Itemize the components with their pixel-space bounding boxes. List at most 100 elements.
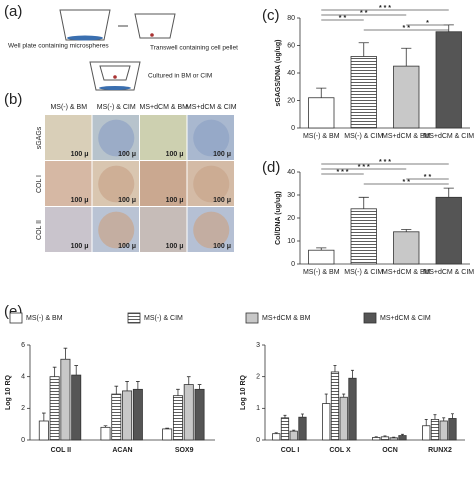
insert xyxy=(99,65,131,81)
pellet-section xyxy=(98,119,135,157)
error-bar xyxy=(165,427,170,429)
scale-label: 100 μ xyxy=(118,151,136,158)
x-tick-label: SOX9 xyxy=(175,447,194,454)
micrograph xyxy=(45,161,92,206)
y-tick-label: 40 xyxy=(287,169,295,176)
bar xyxy=(322,403,331,441)
bar xyxy=(122,390,133,441)
scale-label: 100 μ xyxy=(213,151,231,158)
y-tick-label: 2 xyxy=(256,374,260,381)
x-tick-label: COL II xyxy=(51,447,72,454)
bar xyxy=(132,388,143,441)
bar xyxy=(422,425,431,441)
bar xyxy=(448,418,457,441)
x-tick-label: ACAN xyxy=(112,447,132,454)
bar xyxy=(272,433,281,441)
bar xyxy=(280,417,290,441)
error-bar xyxy=(292,429,296,432)
caption: Well plate containing microspheres xyxy=(8,43,109,50)
y-axis-label: Log 10 RQ xyxy=(240,374,247,410)
pellet xyxy=(150,33,154,37)
y-tick-label: 80 xyxy=(287,15,295,22)
y-tick-label: 0 xyxy=(256,437,260,444)
bar xyxy=(60,358,71,441)
error-bar xyxy=(316,247,327,251)
bar xyxy=(348,377,357,441)
y-tick-label: 10 xyxy=(287,238,295,245)
x-tick-label: MS(-) & CIM xyxy=(344,133,383,140)
pellet-section xyxy=(98,165,135,203)
bar xyxy=(194,388,205,441)
error-bar xyxy=(176,388,180,396)
bar xyxy=(298,416,307,441)
bar xyxy=(289,430,298,441)
caption: Transwell containing cell pellet xyxy=(150,45,238,52)
row-label: COL I xyxy=(36,175,43,193)
x-tick-label: OCN xyxy=(382,447,398,454)
column-label: MS+dCM & BM xyxy=(140,104,189,111)
legend-label: MS+dCM & BM xyxy=(262,315,311,322)
bar xyxy=(330,371,340,441)
x-tick-label: MS(-) & BM xyxy=(303,133,340,140)
scale-label: 100 μ xyxy=(166,243,184,250)
error-bar xyxy=(342,393,346,398)
error-bar xyxy=(424,419,428,426)
x-tick-label: MS+dCM & CIM xyxy=(423,133,474,140)
bar xyxy=(172,395,183,441)
pellet xyxy=(113,75,117,79)
bar xyxy=(162,428,173,441)
error-bar xyxy=(324,393,328,404)
significance-label: * * * xyxy=(379,5,391,12)
error-bar xyxy=(450,413,454,419)
error-bar xyxy=(400,433,404,436)
x-tick-label: MS+dCM & CIM xyxy=(423,269,474,276)
micrograph xyxy=(140,161,187,206)
y-tick-label: 60 xyxy=(287,42,295,49)
scale-label: 100 μ xyxy=(118,197,136,204)
error-bar xyxy=(74,365,79,376)
micrograph xyxy=(140,115,187,160)
error-bar xyxy=(443,187,454,198)
bar xyxy=(38,420,49,441)
column-label: MS(-) & BM xyxy=(50,104,87,111)
y-tick-label: 0 xyxy=(291,125,295,132)
bar xyxy=(308,97,335,129)
panel-label: (a) xyxy=(4,3,22,20)
error-bar xyxy=(114,385,119,395)
error-bar xyxy=(442,417,446,421)
significance-label: * * xyxy=(424,174,432,181)
legend-label: MS(-) & BM xyxy=(26,315,63,322)
error-bar xyxy=(401,47,412,67)
micrograph xyxy=(45,207,92,252)
error-bar xyxy=(333,365,337,372)
error-bar xyxy=(63,347,68,360)
bar xyxy=(430,419,440,441)
bar xyxy=(183,384,194,441)
y-tick-label: 0 xyxy=(291,261,295,268)
error-bar xyxy=(52,366,57,377)
y-tick-label: 4 xyxy=(21,374,25,381)
bar xyxy=(350,56,377,129)
error-bar xyxy=(136,381,140,390)
error-bar xyxy=(433,414,437,420)
y-tick-label: 0 xyxy=(21,437,25,444)
scale-label: 100 μ xyxy=(71,151,89,158)
bar xyxy=(111,393,122,441)
error-bar xyxy=(374,436,378,438)
error-bar xyxy=(42,412,46,421)
bar xyxy=(398,435,407,441)
column-label: MS(-) & CIM xyxy=(97,104,136,111)
scale-label: 100 μ xyxy=(166,151,184,158)
scale-label: 100 μ xyxy=(213,243,231,250)
panel-label: (c) xyxy=(262,7,280,24)
y-tick-label: 6 xyxy=(21,342,25,349)
bar xyxy=(380,436,390,441)
legend-swatch xyxy=(9,312,23,324)
error-bar xyxy=(300,413,304,418)
scale-label: 100 μ xyxy=(166,197,184,204)
scale-label: 100 μ xyxy=(71,197,89,204)
legend-swatch xyxy=(127,312,141,324)
y-tick-label: 20 xyxy=(287,215,295,222)
error-bar xyxy=(350,369,354,379)
